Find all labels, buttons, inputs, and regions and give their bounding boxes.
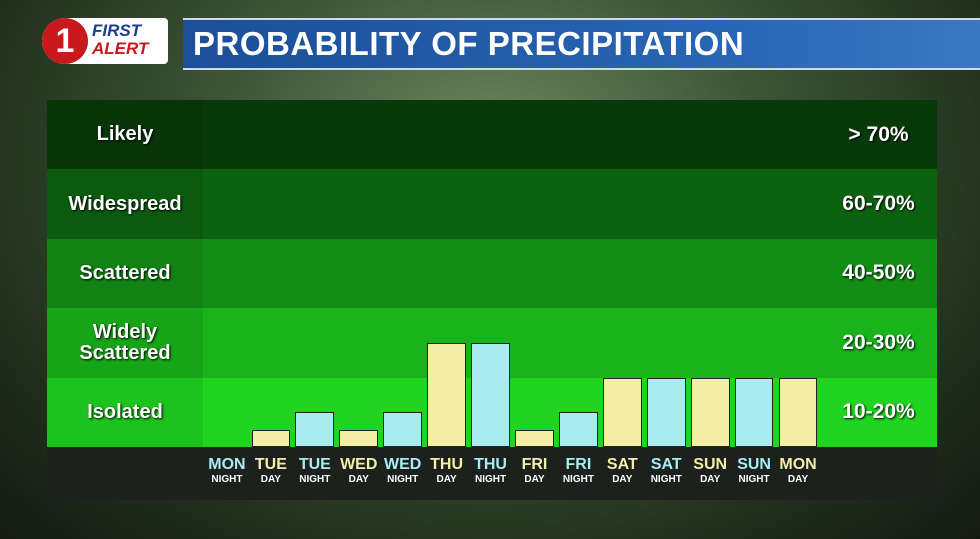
category-strip bbox=[47, 447, 937, 500]
x-tick-sublabel: DAY bbox=[787, 474, 809, 485]
band: Scattered 40-50% bbox=[47, 238, 937, 309]
bar bbox=[690, 377, 730, 447]
x-tick-sublabel: DAY bbox=[348, 474, 369, 485]
bar bbox=[251, 429, 291, 447]
bar bbox=[515, 429, 554, 447]
x-tick-sublabel: NIGHT bbox=[738, 474, 770, 485]
x-tick-label: THU bbox=[474, 456, 507, 473]
x-tick-sublabel: DAY bbox=[612, 474, 633, 485]
band-range: 20-30% bbox=[842, 330, 915, 354]
logo-line: ALERT bbox=[92, 39, 149, 58]
band: Likely > 70% bbox=[47, 100, 937, 170]
x-tick-label: SAT bbox=[650, 456, 682, 473]
band-label-cell bbox=[47, 169, 203, 239]
chart-title: PROBABILITY OF PRECIPITATION bbox=[193, 25, 745, 62]
x-tick-label: SAT bbox=[606, 456, 638, 473]
x-tick-sublabel: NIGHT bbox=[562, 474, 594, 485]
x-tick-sublabel: DAY bbox=[260, 474, 281, 485]
x-tick-label: MON bbox=[779, 456, 817, 473]
x-tick-sublabel: DAY bbox=[436, 474, 457, 485]
x-tick-sublabel: NIGHT bbox=[211, 474, 243, 485]
x-tick-sublabel: DAY bbox=[700, 474, 721, 485]
bar bbox=[559, 412, 598, 447]
band-label-cell bbox=[47, 238, 203, 309]
x-tick-sublabel: NIGHT bbox=[387, 474, 419, 485]
bar bbox=[646, 377, 686, 447]
band-range: 60-70% bbox=[842, 192, 915, 216]
bar bbox=[339, 429, 379, 447]
band-label: Widely Scattered bbox=[79, 320, 171, 364]
bar bbox=[427, 342, 466, 447]
x-tick-sublabel: NIGHT bbox=[299, 474, 331, 485]
logo: 1 FIRST ALERT bbox=[42, 18, 168, 64]
logo-badge: 1 bbox=[42, 18, 88, 64]
x-tick-label: WED bbox=[340, 456, 378, 473]
x-tick-sublabel: DAY bbox=[524, 474, 545, 485]
x-tick-label: SUN bbox=[693, 456, 728, 473]
x-tick-label: TUE bbox=[298, 456, 331, 473]
chart-panel: Isolated 10-20% Widely Scattered 20-30% Scat… bbox=[47, 100, 937, 500]
x-tick-sublabel: NIGHT bbox=[474, 474, 507, 485]
bar bbox=[295, 412, 335, 447]
x-tick-label: WED bbox=[384, 456, 422, 473]
band-range: > 70% bbox=[848, 122, 909, 146]
band-label: Isolated bbox=[87, 400, 163, 423]
band: Widespread 60-70% bbox=[47, 169, 937, 239]
band-label: Likely bbox=[96, 123, 154, 146]
x-tick-label: THU bbox=[430, 456, 464, 473]
title-bar: PROBABILITY OF PRECIPITATION bbox=[183, 18, 980, 70]
band-label: Widespread bbox=[68, 192, 182, 215]
band-label-cell bbox=[47, 377, 203, 447]
bar bbox=[602, 377, 642, 447]
bar bbox=[471, 342, 510, 447]
bar bbox=[383, 412, 422, 447]
band-label-cell bbox=[47, 308, 203, 378]
x-tick-label: SUN bbox=[737, 456, 771, 473]
band-range: 10-20% bbox=[842, 400, 915, 424]
x-tick-sublabel: NIGHT bbox=[650, 474, 682, 485]
x-tick-label: MON bbox=[208, 456, 246, 473]
logo-line: FIRST bbox=[92, 21, 142, 40]
bar bbox=[778, 377, 818, 447]
band-label-cell bbox=[47, 100, 203, 170]
band-range: 40-50% bbox=[842, 261, 915, 285]
x-tick-label: TUE bbox=[254, 456, 287, 473]
x-tick-label: FRI bbox=[565, 456, 592, 473]
x-tick-label: FRI bbox=[521, 456, 548, 473]
band-label: Scattered bbox=[79, 261, 171, 284]
bar bbox=[734, 377, 774, 447]
